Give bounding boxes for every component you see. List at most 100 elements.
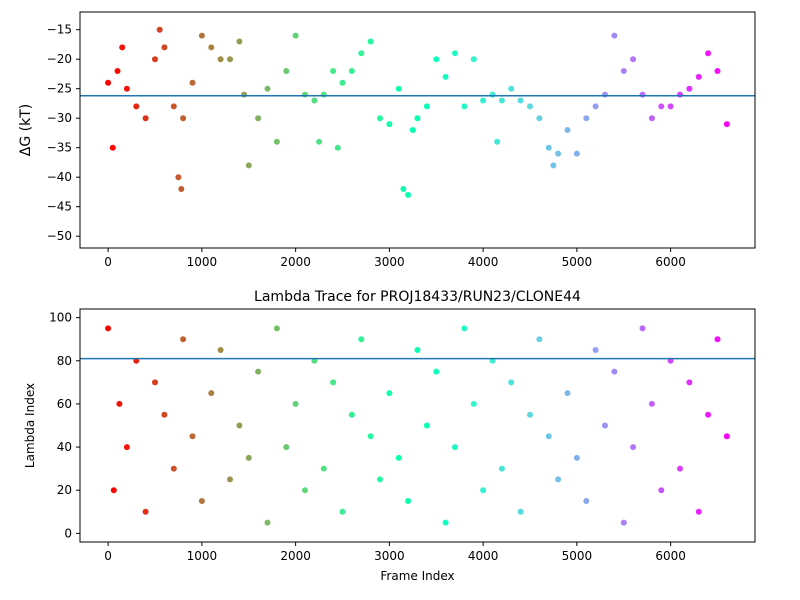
data-point (152, 56, 158, 63)
y-tick-label: 80 (57, 354, 72, 368)
data-point (302, 487, 308, 494)
data-point (119, 44, 126, 51)
data-point (175, 174, 182, 181)
data-point (292, 400, 299, 407)
x-tick-label: 2000 (280, 255, 311, 269)
delta-g-axes-frame (79, 11, 756, 249)
data-point (255, 115, 262, 122)
y-tick-label: −30 (47, 111, 72, 125)
data-point (152, 379, 158, 386)
data-point (227, 476, 233, 483)
data-point (198, 32, 205, 39)
data-point (573, 150, 580, 157)
lambda-panel: 0 1000 2000 3000 4000 5000 6000 0 20 40 60 80 100 L… (23, 289, 756, 583)
data-point (723, 433, 730, 440)
x-tick-label: 5000 (562, 549, 593, 563)
data-point (227, 56, 233, 63)
data-point (470, 56, 477, 63)
data-point (705, 50, 712, 57)
data-point (348, 411, 355, 418)
data-point (442, 519, 449, 526)
data-point (695, 73, 702, 80)
data-point (348, 68, 355, 74)
data-point (208, 390, 215, 397)
data-point (320, 465, 327, 472)
data-point (142, 115, 149, 122)
data-point (217, 347, 224, 353)
y-tick-label: 40 (57, 440, 72, 454)
data-point (208, 44, 215, 51)
data-point (189, 433, 196, 440)
data-point (480, 97, 487, 104)
data-point (517, 508, 524, 515)
data-point (161, 411, 168, 418)
x-tick-label: 5000 (562, 255, 593, 269)
data-point (302, 91, 308, 98)
data-point (602, 422, 608, 429)
lambda-y-axis-label: Lambda Index (23, 383, 37, 468)
data-point (409, 127, 416, 133)
data-point (517, 97, 524, 104)
data-point (433, 56, 440, 63)
data-point (405, 498, 412, 504)
data-point (714, 336, 721, 343)
data-point (536, 115, 543, 122)
data-point (217, 56, 224, 63)
data-point (377, 476, 383, 483)
data-point (156, 26, 163, 33)
data-point (639, 325, 646, 332)
data-point (414, 347, 421, 353)
data-point (105, 79, 112, 86)
data-point (264, 519, 271, 526)
data-point (630, 444, 637, 451)
data-point (630, 56, 637, 63)
data-point (555, 476, 562, 483)
data-point (452, 444, 458, 451)
data-point (255, 368, 262, 375)
x-tick-label: 6000 (655, 255, 686, 269)
data-point (142, 508, 149, 515)
data-point (667, 103, 674, 110)
data-point (564, 390, 571, 397)
data-point (334, 144, 341, 151)
data-point (527, 411, 533, 418)
data-point (320, 91, 327, 98)
data-point (245, 162, 252, 169)
data-point (283, 444, 290, 451)
delta-g-y-axis-label: ΔG (kT) (18, 104, 34, 156)
lambda-x-ticks: 0 1000 2000 3000 4000 5000 6000 (104, 542, 686, 563)
data-point (170, 465, 177, 472)
data-point (461, 103, 468, 110)
data-point (189, 79, 196, 86)
data-point (705, 411, 712, 418)
data-point (358, 336, 365, 343)
data-point (527, 103, 533, 110)
data-point (386, 390, 393, 397)
data-point (330, 379, 337, 386)
data-point (564, 127, 571, 133)
data-point (292, 32, 299, 39)
data-point (470, 400, 477, 407)
data-point (602, 91, 608, 98)
y-tick-label: −15 (47, 23, 72, 37)
data-point (545, 144, 552, 151)
data-point (395, 454, 402, 461)
data-point (311, 97, 318, 104)
data-point (264, 85, 271, 92)
x-tick-label: 0 (104, 255, 112, 269)
y-tick-label: 20 (57, 483, 72, 497)
data-point (133, 103, 140, 110)
y-tick-label: 60 (57, 397, 72, 411)
data-point (273, 325, 280, 332)
x-tick-label: 1000 (187, 549, 218, 563)
y-tick-label: 0 (64, 526, 72, 540)
data-point (395, 85, 402, 92)
x-tick-label: 1000 (187, 255, 218, 269)
data-point (508, 85, 515, 92)
x-tick-label: 4000 (468, 255, 499, 269)
data-point (686, 85, 693, 92)
data-point (583, 498, 590, 504)
lambda-y-ticks: 0 20 40 60 80 100 (49, 311, 80, 540)
data-point (236, 38, 243, 45)
